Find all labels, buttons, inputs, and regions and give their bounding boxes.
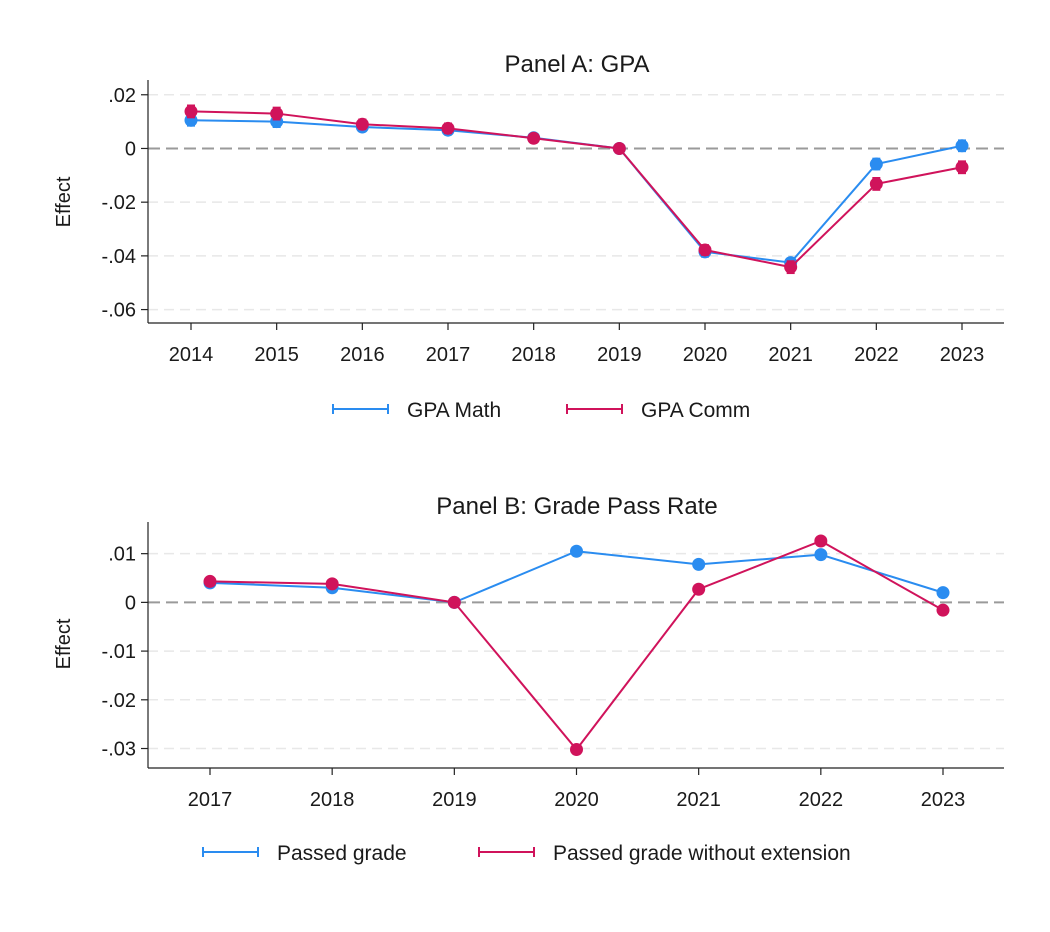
- panel-a-series-2-point: [355, 117, 369, 131]
- panel-a-y-tick-label: -.02: [102, 192, 136, 214]
- panel-b-series-2-point: [325, 577, 339, 591]
- panel-a-x-tick-label: 2017: [426, 344, 471, 366]
- panel-b-title: Panel B: Grade Pass Rate: [436, 493, 717, 520]
- panel-b-series-2-point: [203, 574, 217, 588]
- panel-a-series-2-point: [184, 104, 198, 118]
- panel-b-series-2-point: [570, 742, 583, 756]
- panel-b-series-2-point: [814, 534, 828, 548]
- panel-a-series-2-point: [270, 107, 284, 121]
- panel-a: Panel A: GPA Effect .02 0 -.02 -.04 -.06 2014…: [53, 51, 1004, 422]
- panel-b-x-tick-label: 2022: [799, 789, 844, 811]
- panel-a-title: Panel A: GPA: [505, 51, 650, 78]
- panel-b-series-2-legend-label: Passed grade without extension: [553, 842, 851, 865]
- panel-a-x-tick-label: 2014: [169, 344, 214, 366]
- panel-b-series-1-point: [692, 557, 706, 571]
- panel-a-series-2-point: [955, 160, 969, 174]
- panel-b-series-1-point: [936, 586, 950, 600]
- panel-b-x-tick-label: 2021: [676, 789, 721, 811]
- panel-b-series-1-line: [209, 550, 944, 604]
- panel-b-x-tick-label: 2020: [554, 789, 599, 811]
- panel-a-series-1-point: [869, 157, 883, 171]
- panel-b-x-tick-label: 2023: [921, 789, 966, 811]
- panel-a-series-2-point: [441, 121, 455, 135]
- panel-a-y-tick-label: 0: [125, 138, 136, 160]
- panel-a-x-tick-label: 2022: [854, 344, 899, 366]
- panel-a-series-1-legend-label: GPA Math: [407, 399, 501, 422]
- panel-b-y-tick-label: -.01: [102, 641, 136, 663]
- panel-a-y-tick-label: -.06: [102, 300, 136, 322]
- panel-b-y-axis-label: Effect: [53, 618, 75, 669]
- panel-b-y-tick-label: 0: [125, 592, 136, 614]
- panel-a-series-2-point: [698, 243, 712, 257]
- panel-b-y-tick-label: -.02: [102, 690, 136, 712]
- panel-a-series-2-point: [527, 131, 541, 145]
- panel-a-y-tick-label: .02: [108, 85, 136, 107]
- panel-b-y-tick-label: -.03: [102, 739, 136, 761]
- panel-a-y-axis-label: Effect: [53, 176, 75, 227]
- panel-a-series-2-point: [784, 260, 798, 274]
- panel-a-y-tick-label: -.04: [102, 246, 136, 268]
- panel-b-series-2-point: [692, 582, 706, 596]
- panel-a-series-2-point: [869, 177, 883, 191]
- panel-a-series-1-line: [190, 119, 963, 264]
- panel-b-series-1-point: [570, 544, 583, 558]
- panel-a-x-tick-label: 2018: [511, 344, 556, 366]
- panel-a-x-tick-label: 2016: [340, 344, 385, 366]
- panel-b-series-2-line: [209, 539, 944, 752]
- panel-a-x-tick-label: 2023: [940, 344, 985, 366]
- panel-a-series-2-legend-label: GPA Comm: [641, 399, 750, 422]
- panel-b-series-2-point: [936, 603, 950, 617]
- panel-a-x-tick-label: 2021: [768, 344, 813, 366]
- panel-b: Panel B: Grade Pass Rate Effect .01 0 -.01…: [53, 493, 1004, 865]
- panel-a-x-tick-label: 2019: [597, 344, 642, 366]
- panel-a-x-tick-label: 2020: [683, 344, 728, 366]
- panel-b-series-2-point: [447, 595, 461, 609]
- panel-b-x-tick-label: 2017: [188, 789, 233, 811]
- panel-b-x-tick-label: 2019: [432, 789, 477, 811]
- panel-a-series-1-point: [955, 139, 969, 153]
- panel-b-series-1-legend-label: Passed grade: [277, 842, 407, 865]
- panel-a-x-tick-label: 2015: [254, 344, 299, 366]
- panel-b-y-tick-label: .01: [108, 544, 136, 566]
- panel-a-series-2-line: [190, 110, 963, 269]
- panel-a-series-2-point: [612, 141, 626, 155]
- panel-b-series-1-point: [814, 548, 828, 562]
- panel-b-x-tick-label: 2018: [310, 789, 355, 811]
